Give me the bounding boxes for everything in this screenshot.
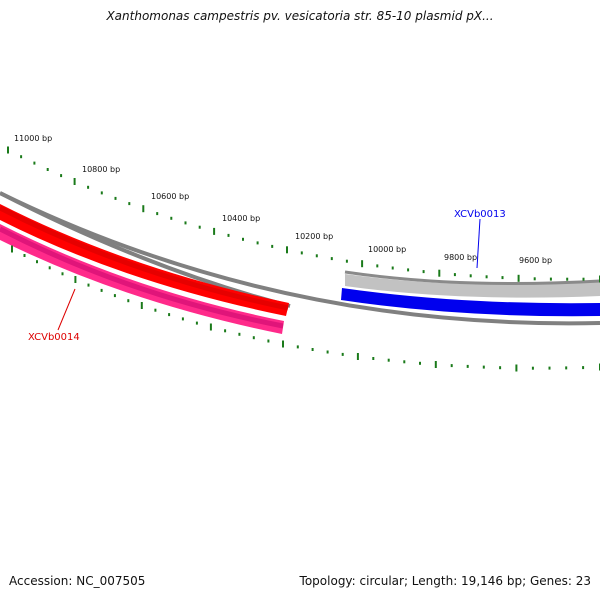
gene-xcvb0014[interactable]: [0, 204, 289, 334]
tick-label-9600: 9600 bp: [519, 256, 552, 265]
tick-label-10000: 10000 bp: [368, 245, 406, 254]
accession-text: Accession: NC_007505: [9, 574, 146, 588]
gene-xcvb0013-band: [341, 288, 600, 317]
backbone-outer-arc: [0, 191, 600, 326]
tick-label-10200: 10200 bp: [295, 232, 333, 241]
tick-label-10800: 10800 bp: [82, 165, 120, 174]
gene-xcvb0013-shadow-edge: [344, 270, 600, 286]
tick-marks-upper: [7, 146, 600, 283]
tick-label-9800: 9800 bp: [444, 253, 477, 262]
tick-label-10600: 10600 bp: [151, 192, 189, 201]
tick-marks-lower: [11, 245, 600, 372]
tick-labels: 11000 bp 10800 bp 10600 bp 10400 bp 1020…: [14, 134, 552, 265]
gene-xcvb0013[interactable]: [341, 270, 600, 317]
genome-summary-text: Topology: circular; Length: 19,146 bp; G…: [299, 574, 591, 588]
gene-xcvb0014-leader-line: [57, 288, 76, 331]
gene-xcvb0014-pink-band: [0, 224, 284, 334]
gene-xcvb0014-label[interactable]: XCVb0014: [28, 332, 80, 343]
gene-xcvb0014-pink-core: [0, 226, 284, 329]
gene-xcvb0013-shadow: [345, 274, 600, 298]
gene-xcvb0013-label[interactable]: XCVb0013: [454, 209, 506, 220]
gene-xcvb0013-leader-line: [476, 218, 481, 269]
tick-label-11000: 11000 bp: [14, 134, 52, 143]
tick-label-10400: 10400 bp: [222, 214, 260, 223]
gene-xcvb0014-red-band: [0, 204, 289, 316]
map-title: Xanthomonas campestris pv. vesicatoria s…: [106, 9, 494, 23]
gene-xcvb0014-red-core: [0, 205, 289, 311]
